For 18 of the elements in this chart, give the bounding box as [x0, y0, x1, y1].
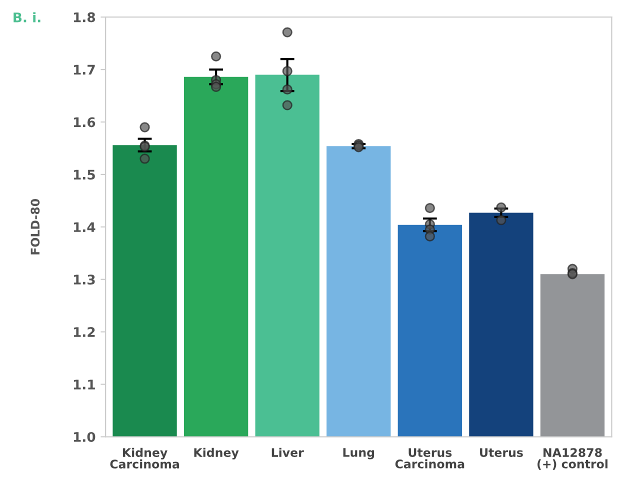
y-tick-label: 1.7	[74, 64, 95, 75]
y-tick-label: 1.3	[74, 274, 95, 285]
x-tick-label: NA12878 (+) control	[538, 448, 608, 470]
x-tick-label: Uterus	[480, 448, 523, 458]
y-tick-label: 1.8	[74, 12, 96, 22]
y-tick-label: 1.6	[74, 117, 96, 128]
x-tick-label: Uterus Carcinoma	[395, 448, 464, 468]
x-tick-label: Kidney Carcinoma	[110, 448, 179, 469]
text: B. i.	[14, 12, 40, 22]
y-tick-label: 1.5	[74, 170, 95, 180]
y-tick-label: 1.1	[74, 380, 95, 390]
x-tick-label: Liver	[272, 448, 304, 458]
y-tick-label: 1.0	[74, 432, 96, 442]
x-tick-label: Lung	[343, 448, 374, 460]
y-tick-label: 1.2	[74, 327, 95, 337]
y-tick-label: 1.4	[74, 222, 96, 232]
y-axis-title: FOLD-80	[30, 199, 40, 254]
x-tick-label: Kidney	[194, 448, 239, 460]
